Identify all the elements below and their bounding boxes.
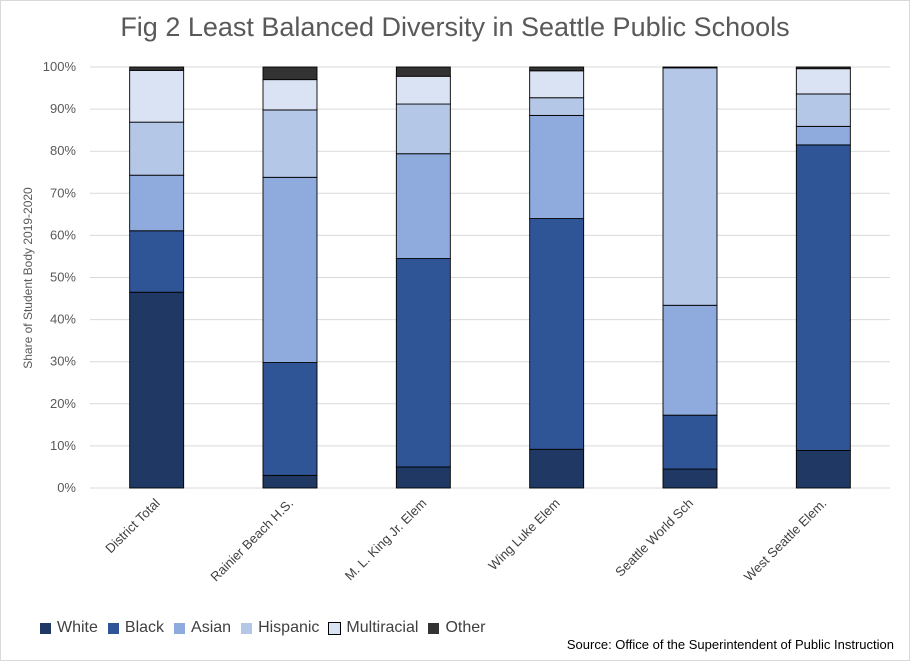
legend-item-multiracial: Multiracial: [328, 619, 419, 637]
x-category-label: Rainier Beach H.S.: [207, 496, 296, 585]
legend-swatch: [107, 622, 119, 634]
bar-segment-other: [395, 66, 451, 77]
bar-segment-white: [529, 448, 585, 489]
legend-swatch: [40, 622, 51, 634]
legend-swatch: [428, 622, 440, 634]
bar-segment-other: [529, 66, 585, 72]
legend-item-white: White: [40, 619, 98, 637]
bar-segment-asian: [795, 125, 851, 146]
legend-label: White: [57, 619, 98, 636]
bar-segment-asian: [129, 174, 185, 232]
bar-segment-other: [662, 66, 718, 69]
bar-segment-hispanic: [662, 67, 718, 306]
legend-swatch: [174, 622, 186, 634]
bar-segment-white: [262, 474, 318, 489]
bar-segment-multiracial: [262, 79, 318, 111]
legend-item-black: Black: [107, 619, 165, 637]
y-tick-label: 80%: [50, 143, 76, 158]
y-tick-label: 60%: [50, 227, 76, 242]
y-tick-label: 40%: [50, 312, 76, 327]
bar-segment-hispanic: [395, 103, 451, 155]
bar-segment-black: [129, 230, 185, 293]
bar-segment-multiracial: [395, 75, 451, 105]
bar-segment-other: [795, 66, 851, 70]
legend-label: Multiracial: [346, 619, 419, 636]
y-tick-label: 30%: [50, 354, 76, 369]
y-tick-label: 70%: [50, 185, 76, 200]
legend-label: Other: [445, 619, 486, 636]
bar-segment-hispanic: [262, 109, 318, 178]
bar-segment-multiracial: [129, 69, 185, 123]
bar-segment-white: [662, 468, 718, 489]
legend-swatch: [241, 622, 253, 634]
bar-segment-asian: [262, 176, 318, 363]
legend-label: Hispanic: [258, 619, 320, 636]
bar-segment-other: [262, 66, 318, 81]
y-tick-label: 10%: [50, 438, 76, 453]
legend: White Black Asian Hispanic Multiracial Other: [40, 619, 485, 637]
chart-title: Fig 2 Least Balanced Diversity in Seattl…: [120, 12, 790, 42]
bar-segment-black: [795, 144, 851, 451]
legend-item-hispanic: Hispanic: [241, 619, 319, 637]
x-category-label: District Total: [102, 495, 163, 556]
x-category-label: Seattle World Sch: [612, 496, 696, 580]
legend-label: Black: [124, 619, 165, 636]
y-tick-label: 50%: [50, 270, 76, 285]
bar-segment-hispanic: [129, 121, 185, 176]
bar-segment-multiracial: [529, 70, 585, 99]
legend-item-asian: Asian: [174, 619, 231, 637]
bar-segment-white: [795, 450, 851, 489]
bar-segment-asian: [662, 304, 718, 416]
legend-label: Asian: [191, 619, 232, 636]
legend-swatch: [328, 621, 342, 635]
bar-segment-asian: [395, 153, 451, 260]
bar-segment-asian: [529, 114, 585, 220]
bar-segment-black: [529, 218, 585, 450]
bar-segment-white: [395, 466, 451, 489]
x-category-label: West Seattle Elem.: [741, 496, 830, 585]
bar-segment-hispanic: [795, 93, 851, 127]
y-tick-label: 90%: [50, 101, 76, 116]
bar-segment-hispanic: [529, 97, 585, 116]
x-category-label: Wing Luke Elem: [485, 496, 563, 574]
bar-segment-black: [262, 362, 318, 476]
y-tick-label: 0%: [57, 480, 76, 495]
bar-segment-white: [129, 291, 185, 489]
y-tick-label: 20%: [50, 396, 76, 411]
y-tick-label: 100%: [43, 59, 77, 74]
legend-item-other: Other: [428, 619, 485, 637]
bar-segment-multiracial: [795, 68, 851, 95]
bar-segment-black: [395, 258, 451, 468]
bar-segment-black: [662, 414, 718, 470]
bar-segment-other: [129, 66, 185, 71]
x-category-label: M. L. King Jr. Elem: [342, 496, 430, 584]
source-note: Source: Office of the Superintendent of …: [566, 637, 894, 652]
